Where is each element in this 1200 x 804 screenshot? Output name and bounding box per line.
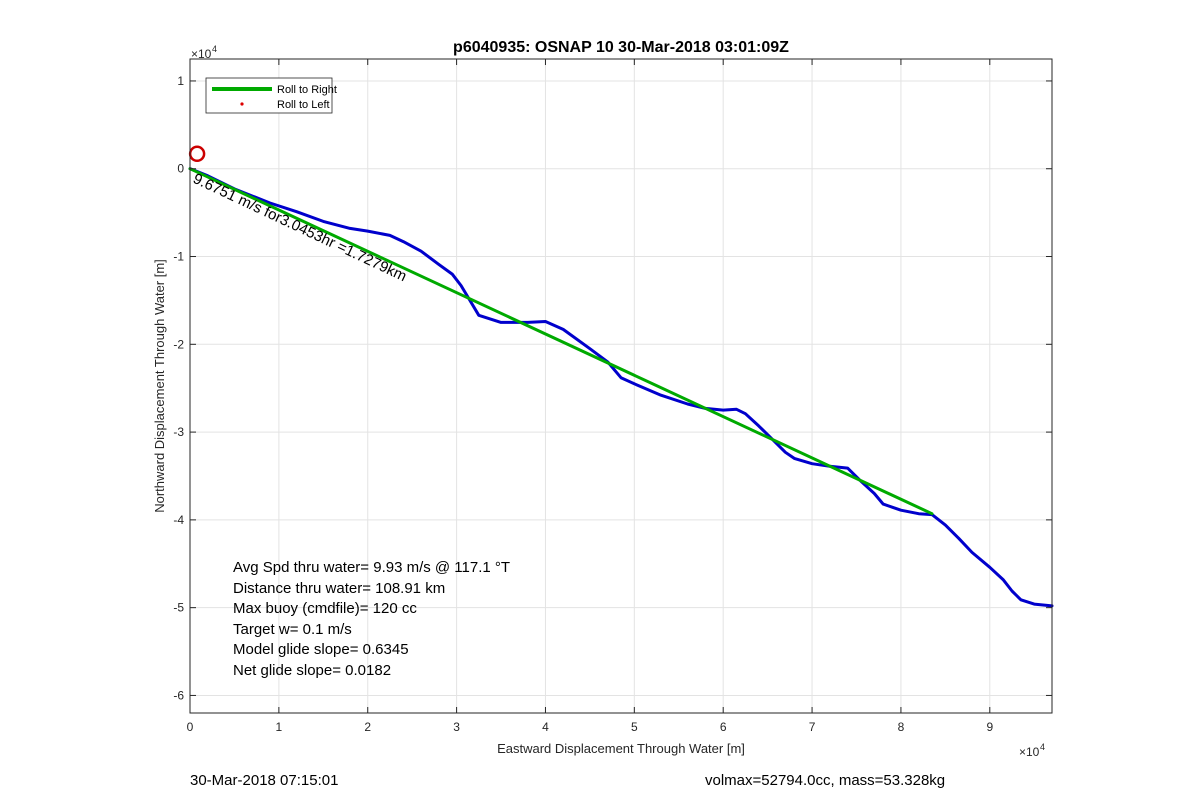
stat-model-glide-slope: Model glide slope= 0.6345 <box>233 641 409 658</box>
y-tick-label: -1 <box>173 250 184 264</box>
plot-area <box>190 59 1052 713</box>
x-exponent-base: ×10 <box>1019 745 1040 759</box>
x-exponent: ×10 4 <box>1019 742 1045 759</box>
y-exponent-power: 4 <box>212 44 217 54</box>
y-tick-label: -4 <box>173 513 184 527</box>
x-tick-label: 6 <box>720 720 727 734</box>
stats-block: Avg Spd thru water= 9.93 m/s @ 117.1 °T … <box>233 559 510 679</box>
y-tick-label: 0 <box>177 162 184 176</box>
y-tick-label: -5 <box>173 601 184 615</box>
legend-box <box>205 77 333 114</box>
x-exponent-power: 4 <box>1040 742 1045 752</box>
plot-frame <box>189 58 1053 714</box>
x-tick-label: 5 <box>631 720 638 734</box>
stat-distance: Distance thru water= 108.91 km <box>233 580 445 597</box>
footer-timestamp: 30-Mar-2018 07:15:01 <box>190 772 339 789</box>
tick-labels: 0 1 2 3 4 5 6 7 8 910-1-2-3-4-5-6 <box>173 59 1052 734</box>
footer-vol-mass: volmax=52794.0cc, mass=53.328kg <box>705 772 946 789</box>
legend-label-roll-right: Roll to Right <box>277 84 337 96</box>
series-layer <box>188 145 1054 608</box>
y-tick-label: 1 <box>177 74 184 88</box>
y-axis-label: Northward Displacement Through Water [m] <box>152 259 167 513</box>
stat-avg-speed: Avg Spd thru water= 9.93 m/s @ 117.1 °T <box>233 559 510 576</box>
x-tick-label: 8 <box>898 720 905 734</box>
x-tick-label: 7 <box>809 720 816 734</box>
y-exponent-base: ×10 <box>191 47 212 61</box>
legend-dot-roll-left <box>240 102 244 106</box>
legend: Roll to Right Roll to Left <box>205 77 337 114</box>
y-exponent: ×10 4 <box>191 44 217 61</box>
x-tick-label: 9 <box>986 720 993 734</box>
x-tick-label: 2 <box>364 720 371 734</box>
stat-max-buoy: Max buoy (cmdfile)= 120 cc <box>233 600 417 617</box>
stat-net-glide-slope: Net glide slope= 0.0182 <box>233 662 391 679</box>
grid <box>190 59 1052 713</box>
x-tick-label: 0 <box>187 720 194 734</box>
x-tick-label: 4 <box>542 720 549 734</box>
y-tick-label: -2 <box>173 337 184 351</box>
legend-label-roll-left: Roll to Left <box>277 99 330 111</box>
roll-right-line <box>188 167 934 516</box>
trajectory-line <box>188 167 1054 608</box>
trajectory-chart: 0 1 2 3 4 5 6 7 8 910-1-2-3-4-5-6 p6040935: OSNAP… <box>152 39 1054 759</box>
y-tick-label: -6 <box>173 688 184 702</box>
stat-target-w: Target w= 0.1 m/s <box>233 621 352 638</box>
chart-title: p6040935: OSNAP 10 30-Mar-2018 03:01:09Z <box>453 39 789 56</box>
y-tick-label: -3 <box>173 425 184 439</box>
x-tick-label: 3 <box>453 720 460 734</box>
x-tick-label: 1 <box>276 720 283 734</box>
x-axis-label: Eastward Displacement Through Water [m] <box>497 741 745 756</box>
